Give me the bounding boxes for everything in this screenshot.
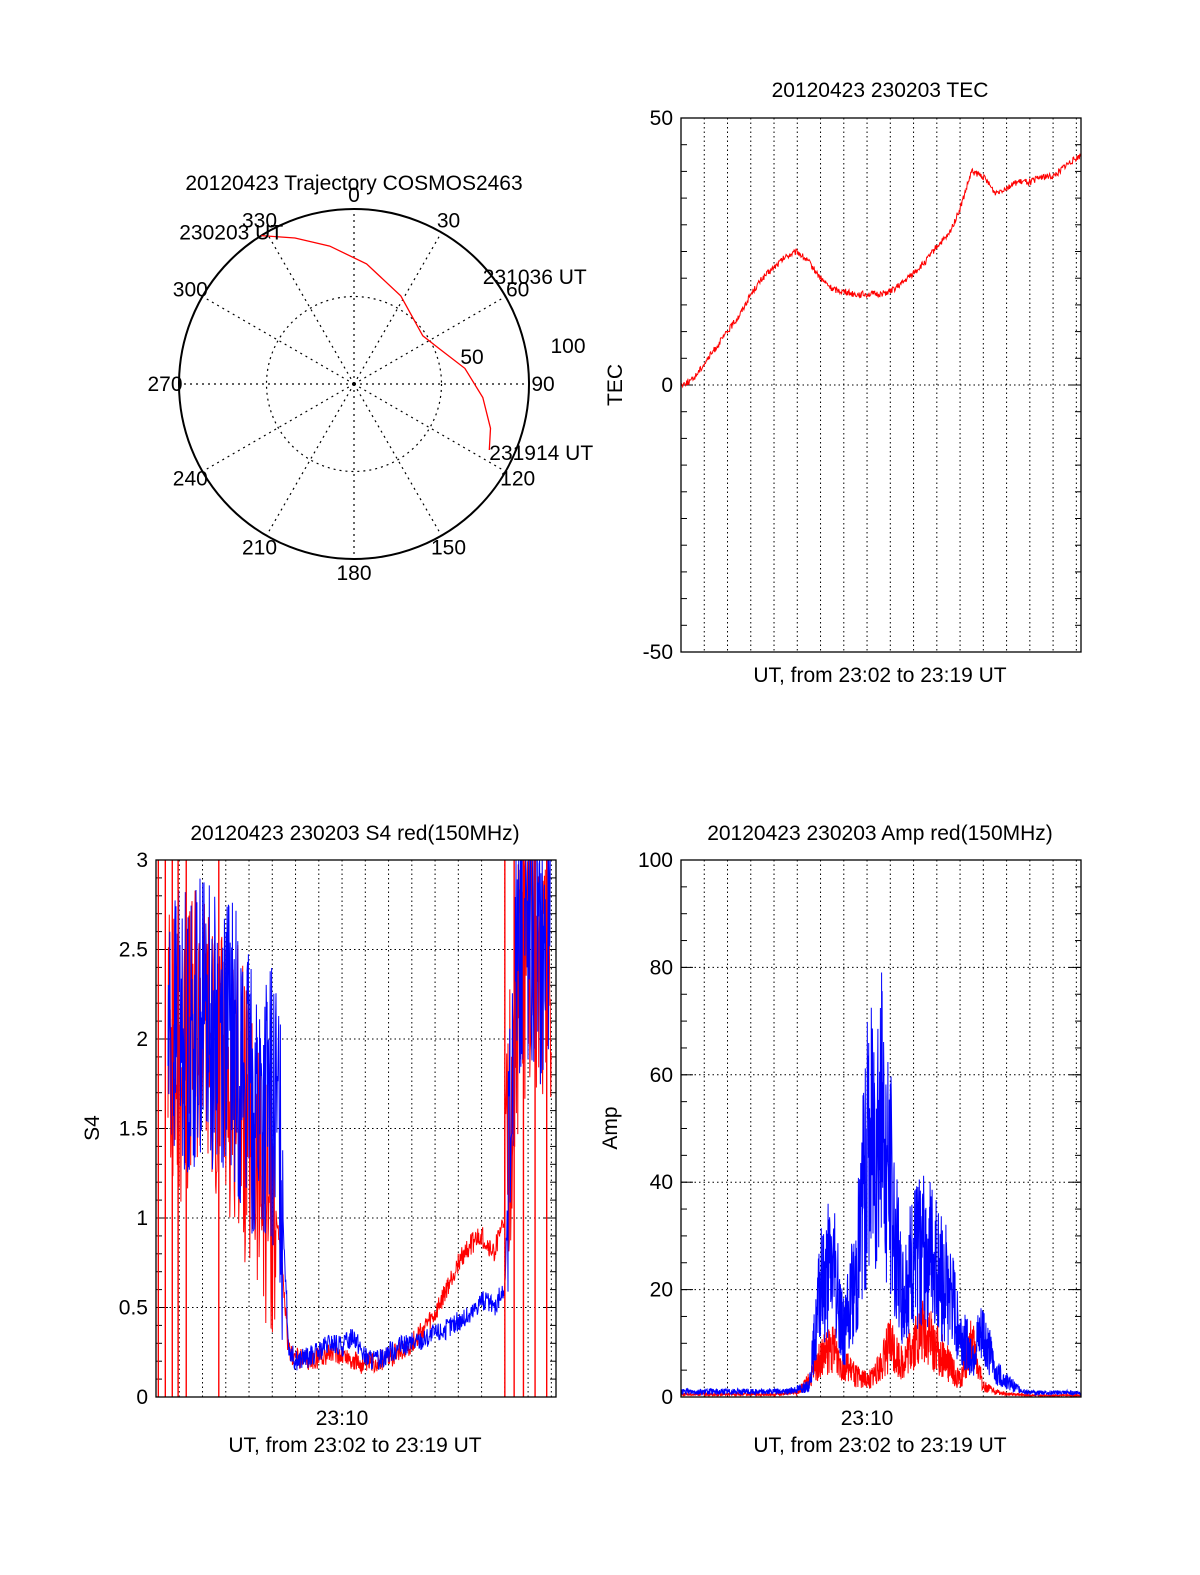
s4-ylabel: S4 (81, 1115, 104, 1141)
polar-angle-label: 30 (437, 209, 460, 232)
polar-spoke (353, 383, 506, 473)
polar-angle-label: 240 (173, 468, 208, 491)
s4-ytick-label: 2.5 (119, 939, 148, 962)
polar-radius-label: 50 (460, 346, 483, 369)
amp-ytick-label: 40 (650, 1171, 673, 1194)
polar-angle-label: 330 (242, 209, 277, 232)
s4-axes-frame (155, 859, 557, 1398)
tec-axes-frame (680, 117, 1082, 653)
polar-inner-ring (265, 295, 443, 473)
amp-ylabel: Amp (599, 1106, 622, 1149)
amp-series-line (680, 972, 1082, 1397)
polar-spoke (265, 232, 355, 385)
tec-title: 20120423 230203 TEC (772, 79, 989, 102)
amp-xtick-label: 23:10 (841, 1407, 894, 1430)
amp-title: 20120423 230203 Amp red(150MHz) (707, 822, 1053, 845)
polar-spoke (353, 383, 443, 536)
tec-panel: 20120423 230203 TEC UT, from 23:02 to 23… (604, 79, 1082, 687)
s4-ytick-label: 0.5 (119, 1297, 148, 1320)
polar-spoke (202, 383, 355, 473)
polar-angle-label: 210 (242, 537, 277, 560)
polar-angle-label: 150 (431, 537, 466, 560)
polar-radius-label: 100 (550, 335, 585, 358)
s4-ytick-label: 2 (136, 1028, 148, 1051)
tec-xlabel: UT, from 23:02 to 23:19 UT (753, 664, 1006, 687)
trajectory-line (261, 234, 492, 451)
s4-ytick-label: 0 (136, 1386, 148, 1409)
trajectory-time-label: 231914 UT (489, 442, 593, 465)
s4-xlabel: UT, from 23:02 to 23:19 UT (228, 1434, 481, 1457)
amp-ytick-label: 0 (661, 1386, 673, 1409)
polar-spoke (353, 232, 443, 385)
s4-ytick-label: 1 (136, 1207, 148, 1230)
polar-spoke (202, 295, 355, 385)
polar-angle-label: 0 (348, 184, 360, 207)
tec-ytick-label: 0 (661, 374, 673, 397)
s4-ytick-label: 1.5 (119, 1118, 148, 1141)
trajectory-title: 20120423 Trajectory COSMOS2463 (185, 172, 522, 195)
s4-xtick-label: 23:10 (316, 1407, 369, 1430)
s4-title: 20120423 230203 S4 red(150MHz) (190, 822, 519, 845)
polar-angle-label: 270 (147, 373, 182, 396)
amp-series-line (680, 1300, 1082, 1399)
amp-axes-frame (680, 859, 1082, 1398)
s4-ytick-label: 3 (136, 849, 148, 872)
amp-ytick-label: 80 (650, 956, 673, 979)
amp-ytick-label: 20 (650, 1279, 673, 1302)
polar-spoke (353, 295, 506, 385)
amp-xlabel: UT, from 23:02 to 23:19 UT (753, 1434, 1006, 1457)
amp-panel: 20120423 230203 Amp red(150MHz) UT, from… (599, 822, 1082, 1457)
tec-ytick-label: 50 (650, 107, 673, 130)
amp-ytick-label: 100 (638, 849, 673, 872)
polar-angle-label: 300 (173, 279, 208, 302)
tec-ylabel: TEC (604, 364, 627, 406)
tec-series-line (680, 153, 1082, 389)
trajectory-time-label: 231036 UT (483, 266, 587, 289)
trajectory-time-label: 230203 UT (179, 222, 283, 245)
s4-series-line (167, 859, 552, 1371)
amp-ytick-label: 60 (650, 1064, 673, 1087)
polar-angle-label: 180 (336, 562, 371, 585)
polar-angle-label: 120 (500, 468, 535, 491)
polar-angle-label: 60 (506, 279, 529, 302)
trajectory-panel: 20120423 Trajectory COSMOS2463 0 30 60 90 12… (147, 172, 593, 585)
polar-angle-label: 90 (531, 373, 554, 396)
s4-panel: 20120423 230203 S4 red(150MHz) UT, from … (81, 822, 557, 1457)
polar-spoke (265, 383, 355, 536)
tec-ytick-label: -50 (643, 641, 673, 664)
